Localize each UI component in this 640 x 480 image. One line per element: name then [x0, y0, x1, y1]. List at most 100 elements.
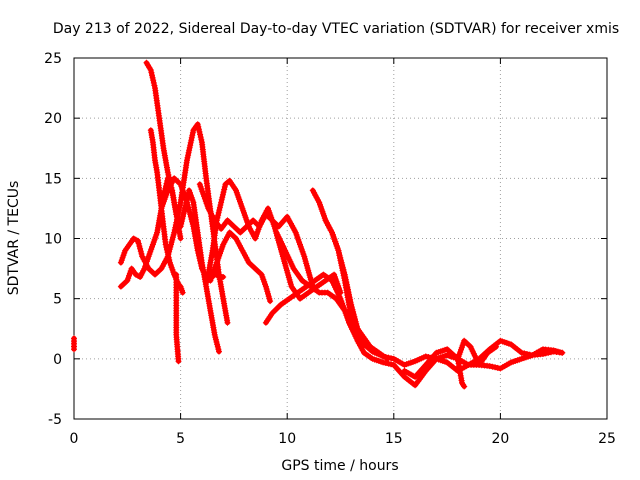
axis-ticks — [73, 57, 608, 420]
data-point — [521, 350, 528, 357]
data-point — [194, 121, 201, 128]
data-point — [382, 360, 389, 366]
data-point — [224, 319, 231, 326]
data-point — [195, 126, 202, 133]
data-point — [178, 218, 185, 225]
data-point — [183, 197, 190, 204]
data-point — [137, 248, 144, 255]
data-point — [179, 289, 186, 296]
data-point — [216, 204, 223, 211]
data-point — [161, 190, 168, 197]
x-tick-label: 0 — [70, 431, 79, 447]
data-point — [486, 363, 493, 370]
data-point — [71, 346, 77, 353]
data-point — [494, 364, 501, 371]
data-point — [518, 349, 525, 356]
data-point — [197, 131, 204, 138]
data-point — [137, 245, 144, 252]
series-track-j — [207, 229, 274, 305]
data-point — [165, 251, 172, 258]
series-track-m — [309, 187, 566, 374]
y-tick-label: 25 — [44, 51, 62, 67]
data-point — [150, 77, 157, 84]
data-point — [217, 202, 224, 208]
data-point — [178, 220, 185, 227]
data-point — [489, 363, 496, 370]
data-point — [181, 208, 188, 214]
data-series — [71, 59, 566, 390]
data-point — [166, 257, 173, 263]
data-point — [215, 209, 222, 216]
y-tick-label: 10 — [44, 232, 62, 248]
y-tick-label: 20 — [44, 111, 62, 127]
y-tick-label: -5 — [48, 412, 62, 428]
data-point — [149, 72, 155, 79]
chart-title: Day 213 of 2022, Sidereal Day-to-day VTE… — [53, 21, 619, 37]
data-point — [492, 364, 499, 371]
data-point — [162, 241, 169, 248]
data-point — [161, 188, 168, 195]
data-point — [388, 355, 395, 362]
data-point — [196, 128, 203, 135]
data-point — [218, 199, 225, 206]
data-point — [221, 183, 228, 190]
y-tick-labels: -5 0 5 10 15 20 25 — [44, 51, 62, 428]
x-tick-label: 10 — [278, 431, 296, 447]
data-point — [147, 67, 154, 73]
data-point — [385, 354, 392, 361]
data-point — [135, 237, 141, 244]
data-point — [138, 250, 145, 257]
data-point — [214, 214, 221, 221]
data-point — [267, 298, 274, 305]
x-tick-label: 5 — [176, 431, 185, 447]
data-point — [220, 189, 227, 196]
data-point — [380, 359, 387, 366]
series-track-a — [71, 335, 77, 353]
data-point — [177, 223, 184, 230]
x-tick-label: 25 — [598, 431, 616, 447]
data-point — [186, 147, 193, 154]
data-point — [183, 200, 190, 207]
data-point — [422, 353, 429, 360]
x-tick-label: 20 — [491, 431, 509, 447]
x-axis-title: GPS time / hours — [281, 458, 398, 474]
data-point — [218, 196, 225, 203]
data-point — [219, 191, 226, 198]
data-point — [160, 193, 167, 200]
series-line — [310, 187, 565, 374]
data-point — [136, 243, 143, 250]
data-point — [336, 252, 343, 259]
data-point — [526, 351, 533, 358]
data-point — [165, 254, 172, 261]
data-point — [385, 360, 392, 367]
data-point — [461, 383, 468, 390]
data-point — [559, 349, 566, 356]
data-point — [151, 82, 158, 89]
data-point — [388, 361, 395, 368]
data-point — [135, 240, 142, 247]
data-point — [164, 169, 171, 176]
data-point — [197, 134, 204, 141]
data-point — [163, 246, 170, 253]
data-point — [150, 79, 157, 86]
data-point — [493, 343, 500, 350]
data-point — [215, 212, 222, 219]
series-track-g — [173, 271, 182, 365]
series-track-f — [160, 175, 222, 355]
data-point — [180, 210, 187, 217]
data-point — [163, 244, 170, 251]
x-tick-labels: 0 5 10 15 20 25 — [70, 431, 616, 447]
y-axis-title: SDTVAR / TECUs — [6, 181, 22, 296]
data-point — [148, 69, 155, 76]
data-point — [180, 213, 186, 220]
data-point — [382, 354, 389, 360]
data-point — [216, 348, 222, 355]
data-point — [175, 358, 182, 365]
y-tick-label: 15 — [44, 171, 62, 187]
y-tick-label: 0 — [53, 352, 62, 368]
data-point — [524, 351, 530, 357]
x-tick-label: 15 — [385, 431, 403, 447]
data-point — [177, 235, 184, 242]
y-tick-label: 5 — [53, 292, 62, 308]
